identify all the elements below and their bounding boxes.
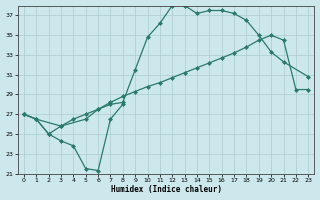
X-axis label: Humidex (Indice chaleur): Humidex (Indice chaleur) [111, 185, 221, 194]
